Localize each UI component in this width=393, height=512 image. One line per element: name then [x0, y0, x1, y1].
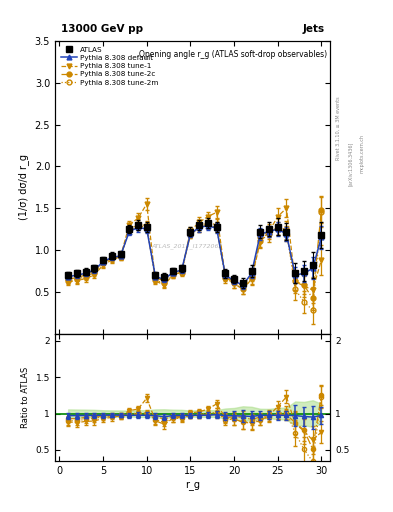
Y-axis label: Ratio to ATLAS: Ratio to ATLAS: [21, 367, 30, 428]
Text: mcplots.cern.ch: mcplots.cern.ch: [360, 134, 365, 173]
Text: Opening angle r_g (ATLAS soft-drop observables): Opening angle r_g (ATLAS soft-drop obser…: [139, 50, 327, 59]
Text: ATLAS_2019_I1772062: ATLAS_2019_I1772062: [151, 243, 223, 249]
Text: Rivet 3.1.10, ≥ 3M events: Rivet 3.1.10, ≥ 3M events: [336, 96, 341, 160]
Text: [arXiv:1306.3436]: [arXiv:1306.3436]: [348, 142, 353, 186]
Legend: ATLAS, Pythia 8.308 default, Pythia 8.308 tune-1, Pythia 8.308 tune-2c, Pythia 8: ATLAS, Pythia 8.308 default, Pythia 8.30…: [59, 45, 160, 88]
Text: 13000 GeV pp: 13000 GeV pp: [61, 24, 143, 34]
X-axis label: r_g: r_g: [185, 481, 200, 491]
Y-axis label: (1/σ) dσ/d r_g: (1/σ) dσ/d r_g: [18, 154, 29, 220]
Text: Jets: Jets: [303, 24, 325, 34]
